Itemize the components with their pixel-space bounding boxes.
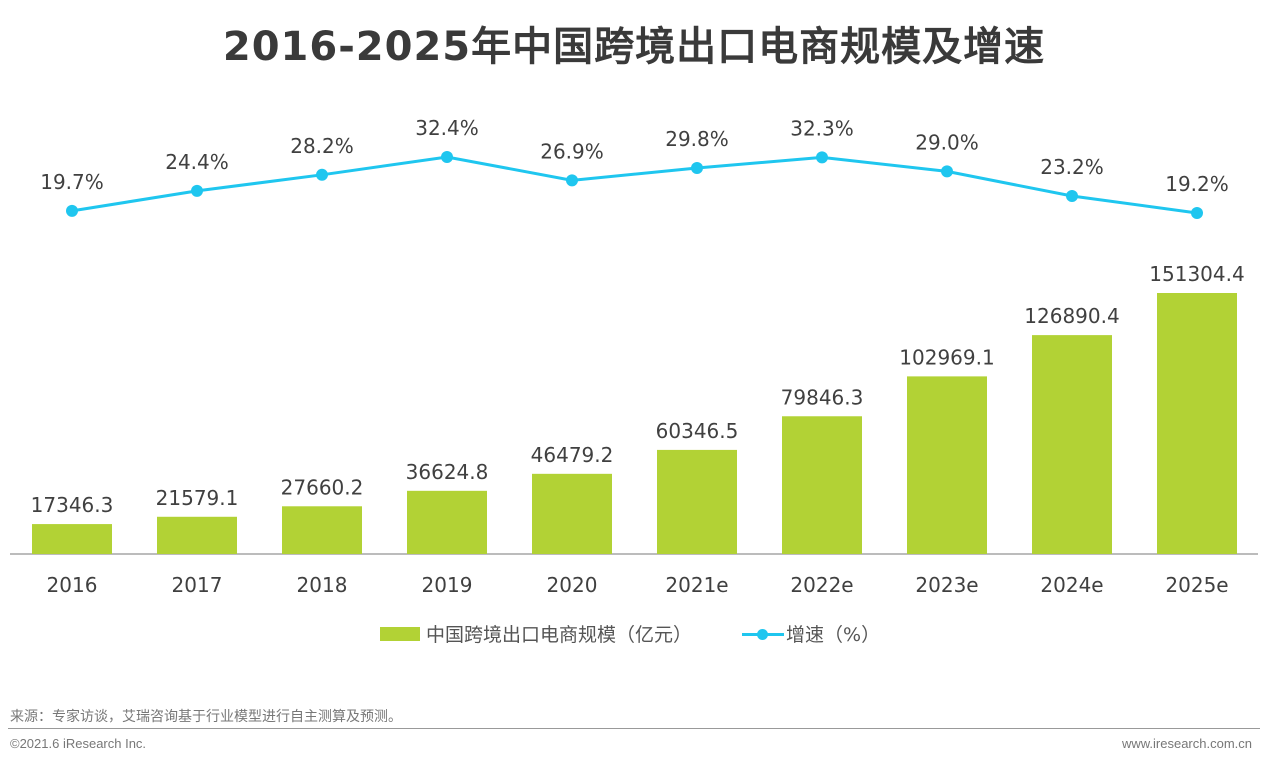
- legend-line-label: 增速（%）: [786, 624, 881, 646]
- x-tick-label: 2021e: [665, 573, 728, 597]
- growth-point: [1066, 190, 1078, 203]
- bar-label: 36624.8: [406, 460, 489, 484]
- legend-bar-swatch: [380, 626, 420, 641]
- growth-line: [71, 155, 1198, 215]
- bar: [157, 516, 237, 554]
- bar-label: 102969.1: [899, 345, 994, 369]
- x-tick-label: 2020: [547, 573, 598, 597]
- bar: [657, 449, 737, 554]
- bar: [1157, 293, 1237, 554]
- growth-point: [566, 174, 578, 187]
- growth-label: 23.2%: [1040, 155, 1104, 179]
- bar: [907, 376, 987, 554]
- bar: [407, 490, 487, 554]
- growth-point: [816, 151, 828, 164]
- bar-label: 46479.2: [531, 443, 614, 467]
- bar: [532, 473, 612, 554]
- x-tick-label: 2023e: [915, 573, 978, 597]
- growth-label: 32.3%: [790, 116, 854, 140]
- x-tick-label: 2018: [297, 573, 348, 597]
- bar-label: 151304.4: [1149, 262, 1244, 286]
- legend: 中国跨境出口电商规模（亿元） 增速（%）: [380, 620, 880, 647]
- growth-point: [941, 165, 953, 178]
- footer-divider: [8, 728, 1260, 729]
- copyright: ©2021.6 iResearch Inc.: [10, 736, 147, 751]
- bar-label: 79846.3: [781, 385, 864, 409]
- legend-line-swatch: [742, 627, 785, 641]
- growth-label: 19.7%: [40, 170, 104, 194]
- growth-point: [691, 162, 703, 175]
- growth-label: 29.0%: [915, 130, 979, 154]
- bar-label: 21579.1: [156, 486, 239, 510]
- growth-label: 32.4%: [415, 116, 479, 140]
- growth-label: 28.2%: [290, 134, 354, 158]
- bar: [32, 524, 112, 554]
- growth-label: 24.4%: [165, 150, 229, 174]
- growth-point: [66, 204, 78, 217]
- bar: [1032, 335, 1112, 554]
- website: www.iresearch.com.cn: [1121, 736, 1252, 751]
- x-tick-label: 2022e: [790, 573, 853, 597]
- bar: [782, 416, 862, 554]
- growth-label: 29.8%: [665, 127, 729, 151]
- bar-label: 60346.5: [656, 419, 739, 443]
- growth-point: [1191, 206, 1203, 219]
- growth-point: [191, 184, 203, 197]
- x-tick-label: 2016: [47, 573, 98, 597]
- x-tick-label: 2024e: [1040, 573, 1103, 597]
- growth-label: 26.9%: [540, 139, 604, 163]
- bar-label: 17346.3: [31, 493, 114, 517]
- x-tick-label: 2017: [172, 573, 223, 597]
- growth-point: [316, 168, 328, 181]
- source-note: 来源：专家访谈，艾瑞咨询基于行业模型进行自主测算及预测。: [10, 709, 402, 725]
- legend-bar-label: 中国跨境出口电商规模（亿元）: [426, 624, 693, 646]
- chart-title: 2016-2025年中国跨境出口电商规模及增速: [222, 24, 1046, 70]
- growth-point: [441, 151, 453, 163]
- bar: [282, 506, 362, 554]
- bar-label: 126890.4: [1024, 304, 1119, 328]
- x-tick-label: 2019: [422, 573, 473, 597]
- bar-label: 27660.2: [281, 475, 364, 499]
- x-tick-label: 2025e: [1165, 573, 1228, 597]
- growth-label: 19.2%: [1165, 172, 1229, 196]
